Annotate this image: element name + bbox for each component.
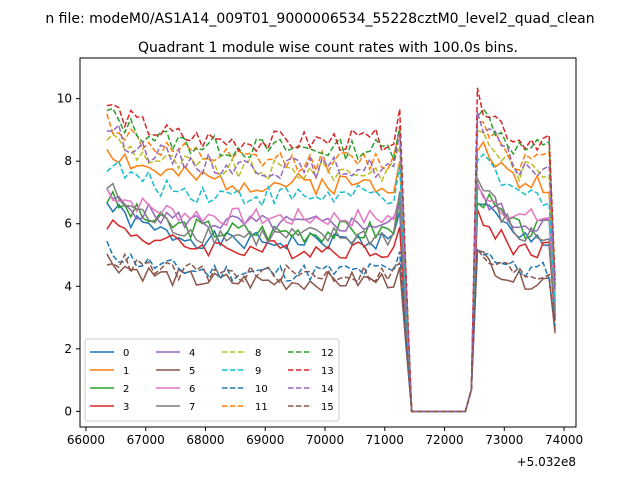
y-tick-label: 4	[64, 279, 72, 293]
series-line-6	[106, 183, 556, 413]
legend-label-2: 2	[123, 384, 129, 395]
x-tick-label: 70000	[306, 433, 344, 447]
legend-label-4: 4	[189, 348, 195, 359]
legend-label-0: 0	[123, 348, 129, 359]
x-tick-label: 71000	[366, 433, 404, 447]
y-tick-label: 6	[64, 217, 72, 231]
legend-label-10: 10	[255, 384, 268, 395]
x-tick-label: 74000	[545, 433, 583, 447]
legend-box	[84, 338, 340, 422]
series-line-9	[106, 153, 556, 413]
x-tick-label: 66000	[67, 433, 105, 447]
x-tick-label: 72000	[425, 433, 463, 447]
series-line-3	[106, 209, 556, 413]
x-tick-label: 68000	[186, 433, 224, 447]
y-axis-ticks: 0 2 4 6 8 10	[57, 92, 80, 418]
x-tick-label: 73000	[485, 433, 523, 447]
y-tick-label: 8	[64, 154, 72, 168]
series-line-12	[106, 107, 556, 413]
legend-label-5: 5	[189, 366, 195, 377]
legend-label-7: 7	[189, 402, 195, 413]
legend-label-1: 1	[123, 366, 129, 377]
series-line-0	[106, 202, 556, 413]
series-line-7	[106, 178, 556, 413]
x-tick-label: 69000	[246, 433, 284, 447]
series-line-13	[106, 87, 556, 413]
legend-label-11: 11	[255, 402, 268, 413]
y-tick-label: 10	[57, 92, 72, 106]
series-line-15	[106, 247, 556, 413]
x-offset-label: +5.032e8	[517, 455, 576, 469]
legend-label-13: 13	[321, 366, 334, 377]
chart-suptitle: n file: modeM0/AS1A14_009T01_9000006534_…	[45, 11, 594, 27]
y-tick-label: 0	[64, 404, 72, 418]
legend-label-8: 8	[255, 348, 261, 359]
legend-label-14: 14	[321, 384, 334, 395]
legend-label-3: 3	[123, 402, 129, 413]
series-lines	[106, 87, 556, 413]
x-axis-ticks: 66000 67000 68000 69000 70000 71000 72000 73000…	[67, 427, 583, 447]
y-tick-label: 2	[64, 342, 72, 356]
x-tick-label: 67000	[127, 433, 165, 447]
series-line-8	[106, 129, 556, 413]
series-line-1	[106, 140, 556, 413]
series-line-14	[106, 111, 556, 413]
legend-label-15: 15	[321, 402, 334, 413]
plot-frame	[79, 57, 577, 428]
legend-label-6: 6	[189, 384, 195, 395]
legend-label-9: 9	[255, 366, 261, 377]
chart-title: Quadrant 1 module wise count rates with …	[138, 40, 518, 56]
legend-label-12: 12	[321, 348, 334, 359]
